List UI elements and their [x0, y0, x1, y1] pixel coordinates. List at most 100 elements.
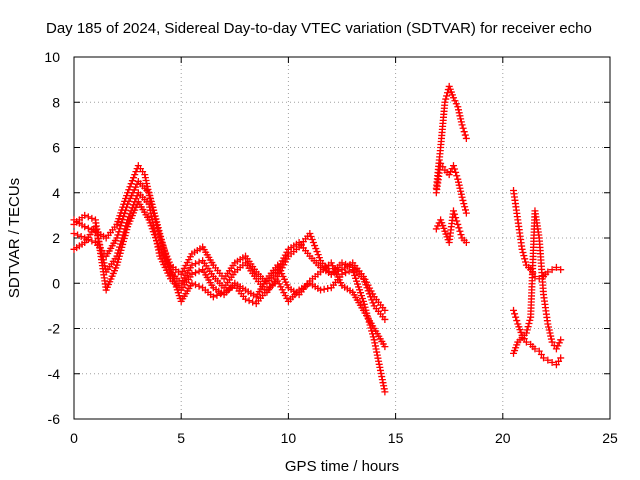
data-point-marker: [188, 279, 196, 287]
data-point-marker: [447, 168, 455, 176]
y-tick-label: -6: [48, 411, 61, 427]
data-point-marker: [454, 175, 462, 183]
data-point-marker: [217, 290, 225, 298]
data-point-marker: [209, 293, 217, 301]
data-point-marker: [453, 172, 461, 180]
y-tick-label: 2: [52, 230, 60, 246]
y-tick-label: 8: [52, 94, 60, 110]
data-point-marker: [522, 258, 530, 266]
y-tick-label: 10: [44, 49, 60, 65]
data-point-marker: [557, 354, 565, 362]
data-point-marker: [520, 252, 528, 260]
data-point-marker: [522, 329, 530, 337]
data-point-marker: [455, 224, 463, 232]
data-point-marker: [459, 196, 467, 204]
data-point-marker: [313, 248, 321, 256]
data-point-marker: [381, 315, 389, 323]
data-point-marker: [456, 112, 464, 120]
data-point-marker: [545, 323, 553, 331]
data-point-marker: [188, 261, 196, 269]
data-point-marker: [381, 306, 389, 314]
data-point-marker: [191, 269, 199, 277]
data-point-marker: [307, 232, 315, 240]
data-point-marker: [451, 97, 459, 105]
data-point-marker: [88, 237, 96, 245]
data-point-marker: [77, 232, 85, 240]
data-point-marker: [458, 193, 466, 201]
data-point-marker: [454, 103, 462, 111]
data-point-marker: [449, 94, 457, 102]
series-trace-3: [70, 189, 389, 351]
series-trace-1: [70, 162, 389, 323]
data-point-marker: [524, 323, 532, 331]
data-point-marker: [245, 297, 253, 305]
data-point-marker: [449, 207, 457, 215]
data-point-marker: [458, 121, 466, 129]
data-point-marker: [442, 95, 450, 103]
data-point-marker: [544, 320, 552, 328]
data-point-marker: [452, 168, 460, 176]
data-point-marker: [526, 316, 534, 324]
data-point-marker: [462, 134, 470, 142]
data-point-marker: [242, 295, 250, 303]
data-point-marker: [552, 263, 560, 271]
data-point-marker: [460, 128, 468, 136]
data-point-marker: [454, 178, 462, 186]
data-point-marker: [547, 332, 555, 340]
data-point-marker: [462, 209, 470, 217]
chart-title: Day 185 of 2024, Sidereal Day-to-day VTE…: [46, 20, 592, 37]
series-trace-2: [70, 177, 389, 314]
x-tick-label: 20: [495, 430, 511, 446]
data-point-marker: [457, 231, 465, 239]
data-point-marker: [249, 298, 257, 306]
series-trace-9: [510, 306, 565, 369]
data-point-marker: [195, 267, 203, 275]
series-trace-4: [70, 198, 389, 396]
data-point-marker: [457, 115, 465, 123]
data-point-marker: [552, 345, 560, 353]
data-point-marker: [554, 342, 562, 350]
data-point-marker: [314, 251, 322, 259]
axis-ticks: 0 5 10 15 20 25 -6 -4 -2 0 2 4 6 8 10: [44, 49, 618, 446]
data-point-marker: [548, 266, 556, 274]
data-point-marker: [461, 203, 469, 211]
y-tick-label: 4: [52, 185, 60, 201]
data-point-marker: [441, 98, 449, 106]
data-point-marker: [195, 282, 203, 290]
data-point-marker: [381, 388, 389, 396]
data-point-marker: [123, 203, 131, 211]
data-point-marker: [557, 336, 565, 344]
data-point-marker: [462, 239, 470, 247]
data-point-marker: [461, 131, 469, 139]
data-point-marker: [513, 317, 521, 325]
data-point-marker: [521, 255, 529, 263]
data-point-marker: [531, 345, 539, 353]
data-point-marker: [555, 339, 563, 347]
data-point-marker: [457, 118, 465, 126]
series-trace-6: [432, 159, 470, 217]
data-point-marker: [547, 335, 555, 343]
data-point-marker: [455, 181, 463, 189]
data-point-marker: [456, 184, 464, 192]
data-point-marker: [338, 270, 346, 278]
data-point-marker: [523, 326, 531, 334]
data-point-marker: [81, 211, 89, 219]
data-point-marker: [457, 187, 465, 195]
data-point-marker: [540, 354, 548, 362]
data-point-marker: [451, 210, 459, 218]
series-trace-10: [510, 207, 565, 357]
data-point-marker: [518, 245, 526, 253]
data-point-marker: [74, 231, 82, 239]
data-point-marker: [342, 269, 350, 277]
x-tick-label: 15: [388, 430, 404, 446]
data-point-marker: [461, 206, 469, 214]
data-point-marker: [525, 320, 533, 328]
data-point-marker: [312, 245, 320, 253]
data-point-marker: [317, 286, 325, 294]
data-point-marker: [88, 214, 96, 222]
data-point-marker: [131, 171, 139, 179]
data-point-marker: [443, 92, 451, 100]
data-point-marker: [510, 306, 518, 314]
y-tick-label: 0: [52, 275, 60, 291]
data-point-marker: [557, 266, 565, 274]
